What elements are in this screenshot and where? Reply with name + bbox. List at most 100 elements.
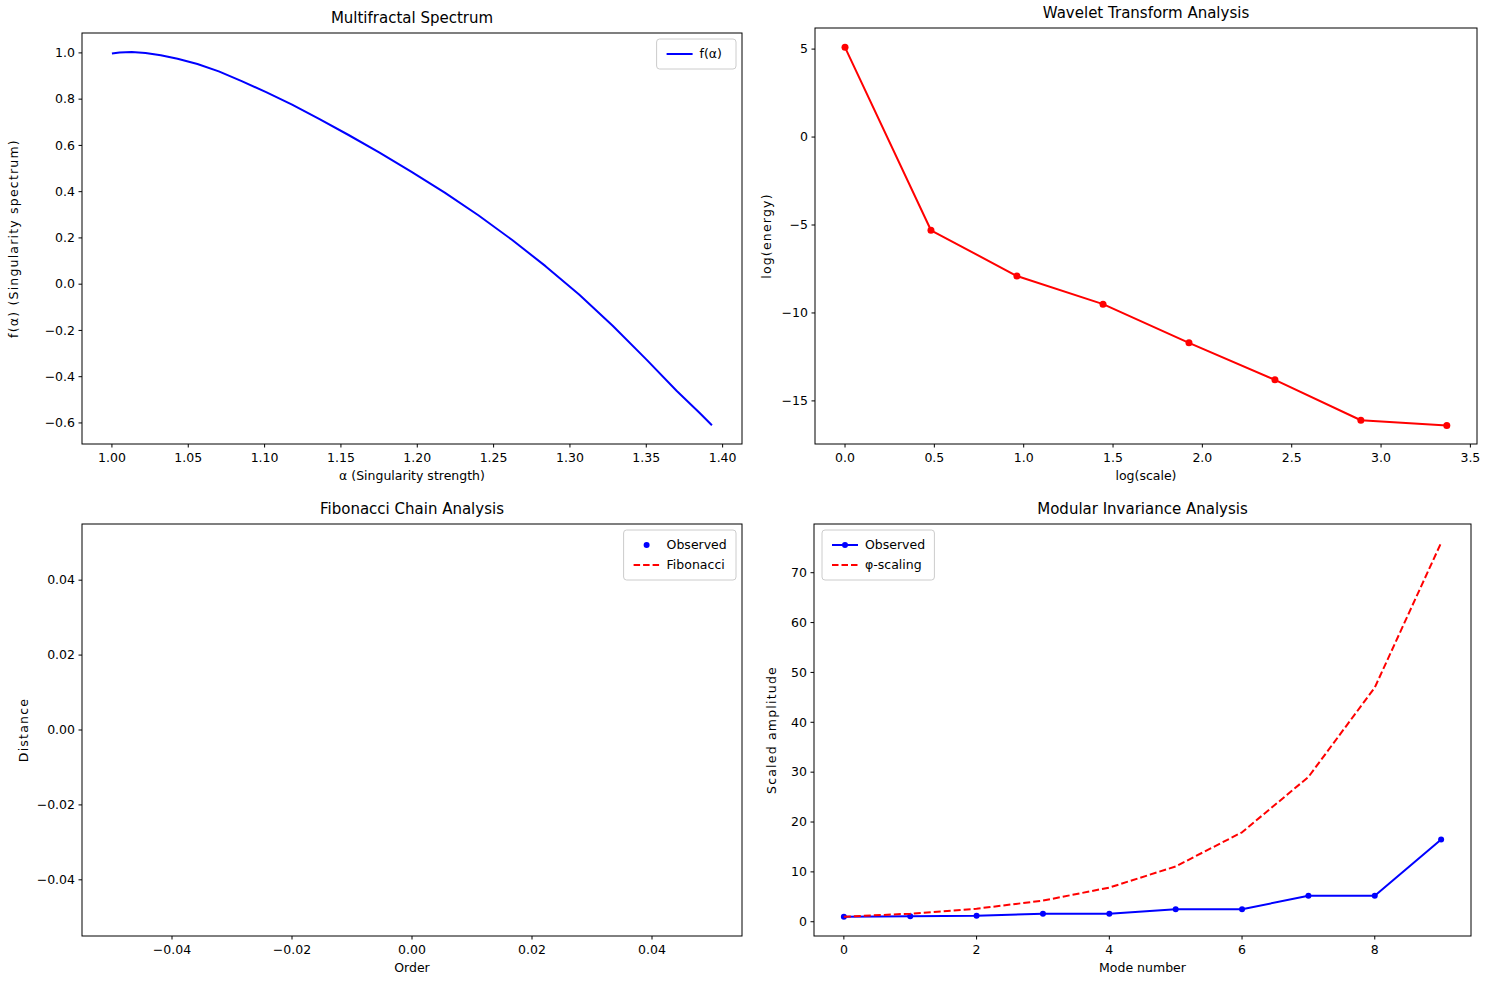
- legend-sample-marker: [644, 542, 650, 548]
- y-tick-label: 0: [800, 129, 808, 144]
- y-tick-label: 20: [791, 814, 807, 829]
- x-tick-label: 2.0: [1192, 450, 1212, 465]
- series-observed-marker: [1372, 893, 1378, 899]
- series-f(alpha)-line: [112, 52, 712, 425]
- y-axis-label: Scaled amplitude: [764, 666, 779, 794]
- x-tick-label: −0.04: [153, 942, 191, 957]
- y-tick-label: 30: [791, 764, 807, 779]
- y-tick-label: −0.02: [37, 797, 75, 812]
- y-tick-label: 0.04: [47, 572, 75, 587]
- x-tick-label: 1.30: [556, 450, 584, 465]
- series-observed-marker: [1040, 911, 1046, 917]
- axes-frame: [815, 28, 1477, 444]
- series-observed-marker: [1438, 836, 1444, 842]
- x-tick-label: 1.25: [480, 450, 508, 465]
- legend-label: Fibonacci: [667, 557, 725, 572]
- x-tick-label: 1.05: [174, 450, 202, 465]
- y-tick-label: −0.4: [45, 369, 75, 384]
- series-log-energy-marker: [1100, 301, 1107, 308]
- y-tick-label: 70: [791, 565, 807, 580]
- chart-title: Modular Invariance Analysis: [1037, 500, 1248, 518]
- x-tick-label: −0.02: [273, 942, 311, 957]
- chart-title: Wavelet Transform Analysis: [1043, 4, 1250, 22]
- chart-title: Multifractal Spectrum: [331, 9, 493, 27]
- series-log-energy-line: [845, 47, 1447, 425]
- y-tick-label: −0.04: [37, 872, 75, 887]
- y-tick-label: −15: [782, 393, 808, 408]
- y-tick-label: −5: [790, 217, 808, 232]
- x-tick-label: 0: [840, 942, 848, 957]
- y-tick-label: 60: [791, 615, 807, 630]
- series-log-energy-marker: [1357, 417, 1364, 424]
- series-log-energy-marker: [927, 227, 934, 234]
- axes-frame: [82, 524, 742, 936]
- x-tick-label: 3.0: [1371, 450, 1391, 465]
- series-observed-line: [844, 839, 1441, 916]
- y-tick-label: −0.6: [45, 415, 75, 430]
- y-tick-label: 0.8: [55, 91, 75, 106]
- series-log-energy-marker: [1271, 376, 1278, 383]
- y-tick-label: 40: [791, 715, 807, 730]
- subplot-fibonacci-chain: Fibonacci Chain Analysis Order Distance −0.…: [0, 495, 744, 990]
- x-tick-label: 1.0: [1014, 450, 1034, 465]
- legend-label: Observed: [667, 537, 727, 552]
- subplot-wavelet-transform: Wavelet Transform Analysis log(scale) log(…: [744, 0, 1488, 495]
- x-tick-label: 4: [1105, 942, 1113, 957]
- y-tick-label: 0.02: [47, 647, 75, 662]
- x-tick-label: 8: [1371, 942, 1379, 957]
- legend-label: Observed: [865, 537, 925, 552]
- y-tick-label: 0.2: [55, 230, 75, 245]
- series-observed-marker: [1305, 893, 1311, 899]
- y-tick-label: 0: [799, 914, 807, 929]
- y-tick-label: 0.4: [55, 184, 75, 199]
- series-log-energy-marker: [1185, 339, 1192, 346]
- x-tick-label: 3.5: [1460, 450, 1480, 465]
- x-tick-label: 0.5: [924, 450, 944, 465]
- y-axis-label: Distance: [16, 698, 31, 762]
- x-axis-label: Order: [394, 960, 430, 975]
- y-axis-label: f(α) (Singularity spectrum): [6, 139, 21, 338]
- subplot-modular-invariance: Modular Invariance Analysis Mode number Sc…: [744, 495, 1488, 990]
- y-tick-label: 0.0: [55, 276, 75, 291]
- y-tick-label: 5: [800, 41, 808, 56]
- x-tick-label: 0.00: [398, 942, 426, 957]
- legend-label: f(α): [700, 46, 722, 61]
- series-log-energy-marker: [1013, 273, 1020, 280]
- x-tick-label: 2.5: [1282, 450, 1302, 465]
- legend-sample-marker: [842, 542, 848, 548]
- series-observed-marker: [1239, 906, 1245, 912]
- x-tick-label: 1.5: [1103, 450, 1123, 465]
- series-phi-scaling-line: [844, 543, 1441, 917]
- chart-title: Fibonacci Chain Analysis: [320, 500, 504, 518]
- x-tick-label: 0.04: [638, 942, 666, 957]
- x-tick-label: 1.40: [709, 450, 737, 465]
- x-tick-label: 1.35: [632, 450, 660, 465]
- series-log-energy-marker: [842, 44, 849, 51]
- x-axis-label: α (Singularity strength): [339, 468, 485, 483]
- y-axis-label: log(energy): [759, 193, 774, 279]
- y-tick-label: 50: [791, 665, 807, 680]
- y-tick-label: 0.00: [47, 722, 75, 737]
- x-tick-label: 0.0: [835, 450, 855, 465]
- x-axis-label: log(scale): [1115, 468, 1176, 483]
- axes-frame: [82, 33, 742, 444]
- y-tick-label: −0.2: [45, 323, 75, 338]
- legend-label: φ-scaling: [865, 557, 922, 572]
- y-tick-label: 10: [791, 864, 807, 879]
- x-tick-label: 6: [1238, 942, 1246, 957]
- series-log-energy-marker: [1443, 422, 1450, 429]
- subplot-multifractal-spectrum: Multifractal Spectrum α (Singularity stre…: [0, 0, 744, 495]
- figure: Multifractal Spectrum α (Singularity stre…: [0, 0, 1488, 990]
- series-observed-marker: [1106, 911, 1112, 917]
- x-tick-label: 1.00: [98, 450, 126, 465]
- x-tick-label: 0.02: [518, 942, 546, 957]
- series-observed-marker: [1173, 906, 1179, 912]
- x-axis-label: Mode number: [1099, 960, 1187, 975]
- x-tick-label: 1.10: [251, 450, 279, 465]
- x-tick-label: 1.20: [403, 450, 431, 465]
- y-tick-label: 0.6: [55, 138, 75, 153]
- axes-frame: [814, 524, 1471, 936]
- y-tick-label: −10: [782, 305, 808, 320]
- x-tick-label: 1.15: [327, 450, 355, 465]
- x-tick-label: 2: [973, 942, 981, 957]
